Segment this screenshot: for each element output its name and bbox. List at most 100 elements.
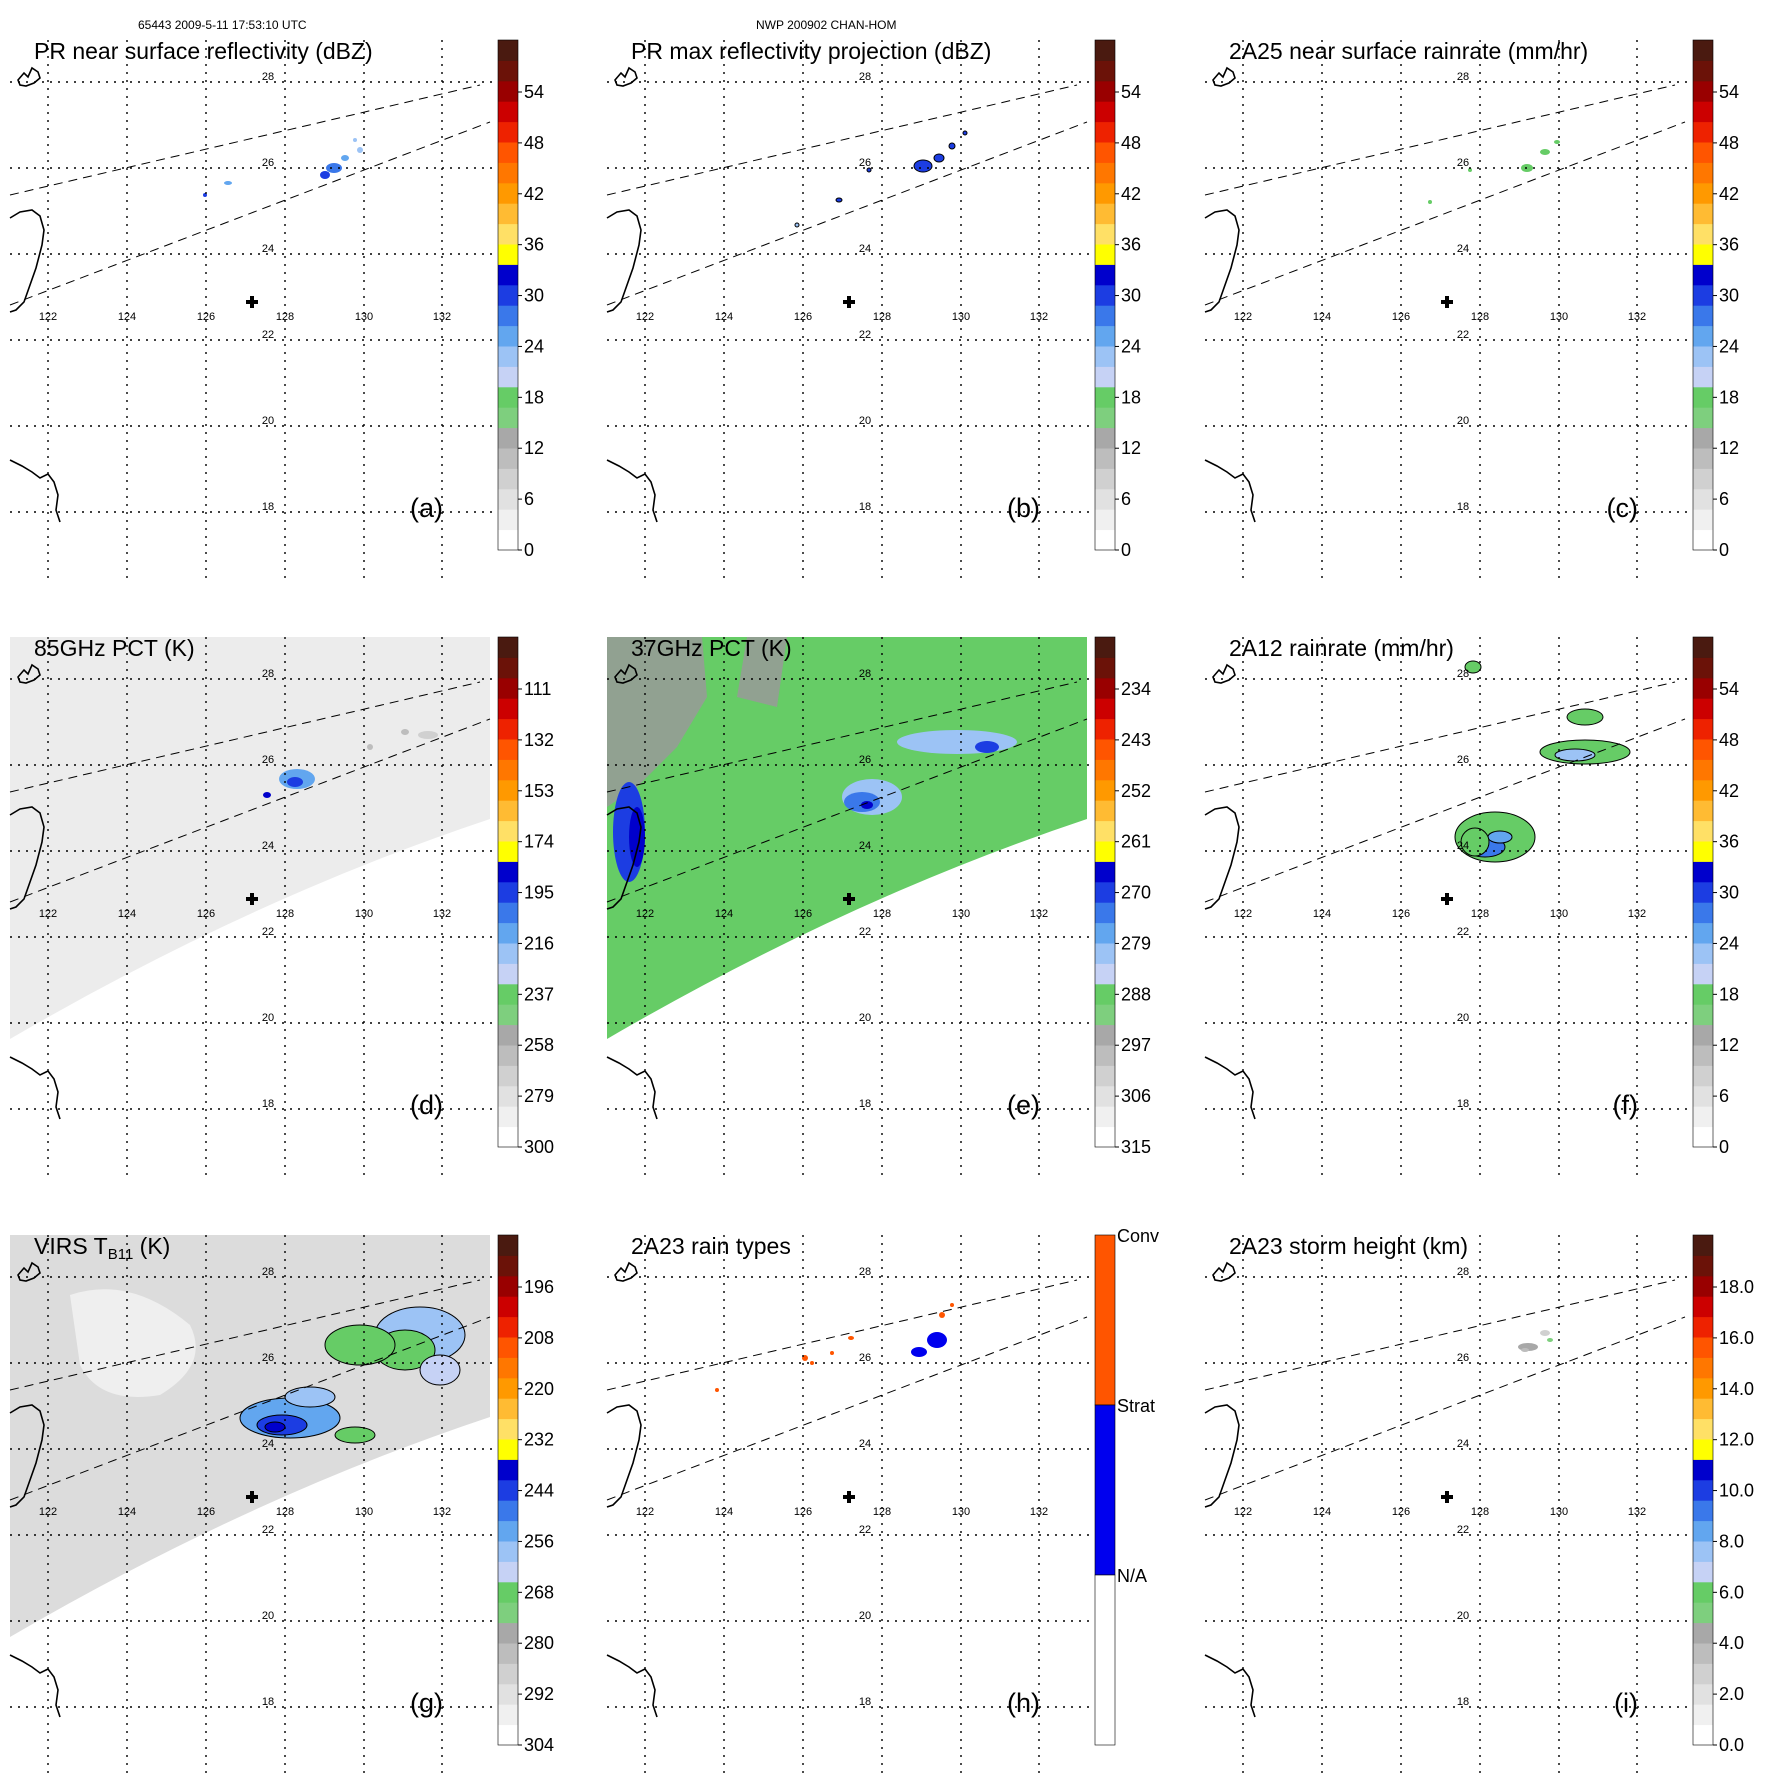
lat-tick-label: 18 xyxy=(262,1696,274,1708)
colorbar-segment xyxy=(1693,1337,1713,1358)
precip-cell xyxy=(1468,168,1472,172)
swath-edge xyxy=(606,84,1078,196)
lat-tick-label: 24 xyxy=(262,243,274,255)
lon-tick-label: 124 xyxy=(715,1506,733,1518)
lon-tick-label: 132 xyxy=(1030,311,1048,323)
coastline xyxy=(9,209,45,313)
precip-cell xyxy=(334,1426,376,1444)
colorbar-tick-label: 54 xyxy=(1719,679,1739,699)
lat-tick-label: 28 xyxy=(262,1266,274,1278)
colorbar-tick-label: 42 xyxy=(1719,184,1739,204)
colorbar-tick-label: 196 xyxy=(524,1277,554,1297)
precip-cell xyxy=(715,1388,719,1392)
colorbar-segment xyxy=(1095,529,1115,551)
colorbar-segment xyxy=(1693,427,1713,449)
lat-tick-label: 24 xyxy=(859,840,871,852)
coastline xyxy=(614,1261,638,1282)
colorbar-tick-label: 36 xyxy=(1121,235,1141,255)
colorbar-tick-label: 292 xyxy=(524,1684,554,1704)
colorbar-segment xyxy=(1693,529,1713,551)
colorbar-segment xyxy=(498,1581,518,1603)
colorbar-segment xyxy=(498,637,518,658)
precip-cell xyxy=(419,1354,461,1386)
colorbar-tick-label: 6 xyxy=(1719,489,1729,509)
colorbar-tick-label: 237 xyxy=(524,984,554,1004)
colorbar-segment xyxy=(498,902,518,924)
coastline xyxy=(9,1056,61,1120)
panel-title: PR near surface reflectivity (dBZ) xyxy=(34,38,373,64)
colorbar-segment xyxy=(1693,162,1713,184)
colorbar-segment xyxy=(1693,983,1713,1005)
colorbar-tick-label: 36 xyxy=(524,235,544,255)
lon-tick-label: 132 xyxy=(433,311,451,323)
precip-cell xyxy=(341,155,349,161)
colorbar-tick-label: 216 xyxy=(524,933,554,953)
colorbar-segment xyxy=(498,841,518,862)
precip-cell xyxy=(1540,1330,1550,1336)
colorbar-segment xyxy=(498,1357,518,1379)
precip-cell xyxy=(367,744,373,750)
colorbar-tick-label: 10.0 xyxy=(1719,1481,1754,1501)
lon-tick-label: 130 xyxy=(355,908,373,920)
colorbar-segment xyxy=(1693,943,1713,964)
lat-tick-label: 22 xyxy=(1457,926,1469,938)
colorbar-segment xyxy=(1693,718,1713,740)
coastline xyxy=(1212,66,1236,87)
colorbar-segment xyxy=(498,1065,518,1087)
colorbar-segment xyxy=(1693,1724,1713,1746)
colorbar-segment xyxy=(1693,1643,1713,1664)
lat-tick-label: 18 xyxy=(859,1098,871,1110)
colorbar-tick-label: 258 xyxy=(524,1035,554,1055)
precip-cell xyxy=(263,792,271,798)
panel-title: 2A23 rain types xyxy=(631,1233,791,1259)
colorbar-segment xyxy=(1095,657,1115,679)
precip-cell xyxy=(794,222,800,228)
colorbar-segment xyxy=(1095,40,1115,61)
lon-tick-label: 124 xyxy=(1313,311,1331,323)
colorbar-segment xyxy=(1095,963,1115,985)
panel-label: (e) xyxy=(1007,1090,1040,1120)
colorbar-segment xyxy=(498,698,518,720)
colorbar-tick-label: 279 xyxy=(1121,933,1151,953)
precip-cell xyxy=(326,163,342,173)
colorbar-tick-label: 234 xyxy=(1121,679,1151,699)
lat-tick-label: 18 xyxy=(1457,1098,1469,1110)
lon-tick-label: 128 xyxy=(873,908,891,920)
coastline xyxy=(9,1404,45,1508)
lat-tick-label: 20 xyxy=(1457,1610,1469,1622)
lat-tick-label: 24 xyxy=(262,840,274,852)
colorbar-tick-label: 6 xyxy=(1121,489,1131,509)
colorbar-tick-label: 174 xyxy=(524,832,554,852)
colorbar-segment xyxy=(498,182,518,204)
lon-tick-label: 126 xyxy=(1392,1506,1410,1518)
colorbar-segment xyxy=(1693,963,1713,985)
colorbar-segment xyxy=(1095,305,1115,327)
panel-label: (h) xyxy=(1007,1688,1040,1718)
colorbar-segment xyxy=(1693,881,1713,903)
lon-tick-label: 122 xyxy=(39,311,57,323)
colorbar-segment xyxy=(1693,468,1713,490)
lat-tick-label: 28 xyxy=(859,71,871,83)
colorbar-segment xyxy=(1693,1418,1713,1440)
colorbar-segment xyxy=(1095,841,1115,862)
coastline xyxy=(9,1654,61,1718)
colorbar-segment xyxy=(1693,1704,1713,1726)
coastline xyxy=(614,663,638,684)
colorbar-tick-label: 18 xyxy=(1121,387,1141,407)
lat-tick-label: 18 xyxy=(859,501,871,513)
colorbar-tick-label: 153 xyxy=(524,781,554,801)
colorbar-segment xyxy=(1095,779,1115,801)
lon-tick-label: 128 xyxy=(1471,1506,1489,1518)
colorbar-tick-label: 132 xyxy=(524,730,554,750)
precip-cell xyxy=(939,1312,945,1318)
colorbar-tick-label: 30 xyxy=(1719,883,1739,903)
colorbar-segment xyxy=(498,1235,518,1256)
map-panel-h: 122 124 126 128 130 132 28 26 24 22 20 18 2A23 rain … xyxy=(606,1226,1159,1775)
colorbar-segment xyxy=(1095,325,1115,347)
colorbar-tick-label: 315 xyxy=(1121,1137,1151,1157)
colorbar-segment xyxy=(498,509,518,531)
colorbar-segment xyxy=(1094,1404,1116,1576)
lat-tick-label: 20 xyxy=(262,1012,274,1024)
